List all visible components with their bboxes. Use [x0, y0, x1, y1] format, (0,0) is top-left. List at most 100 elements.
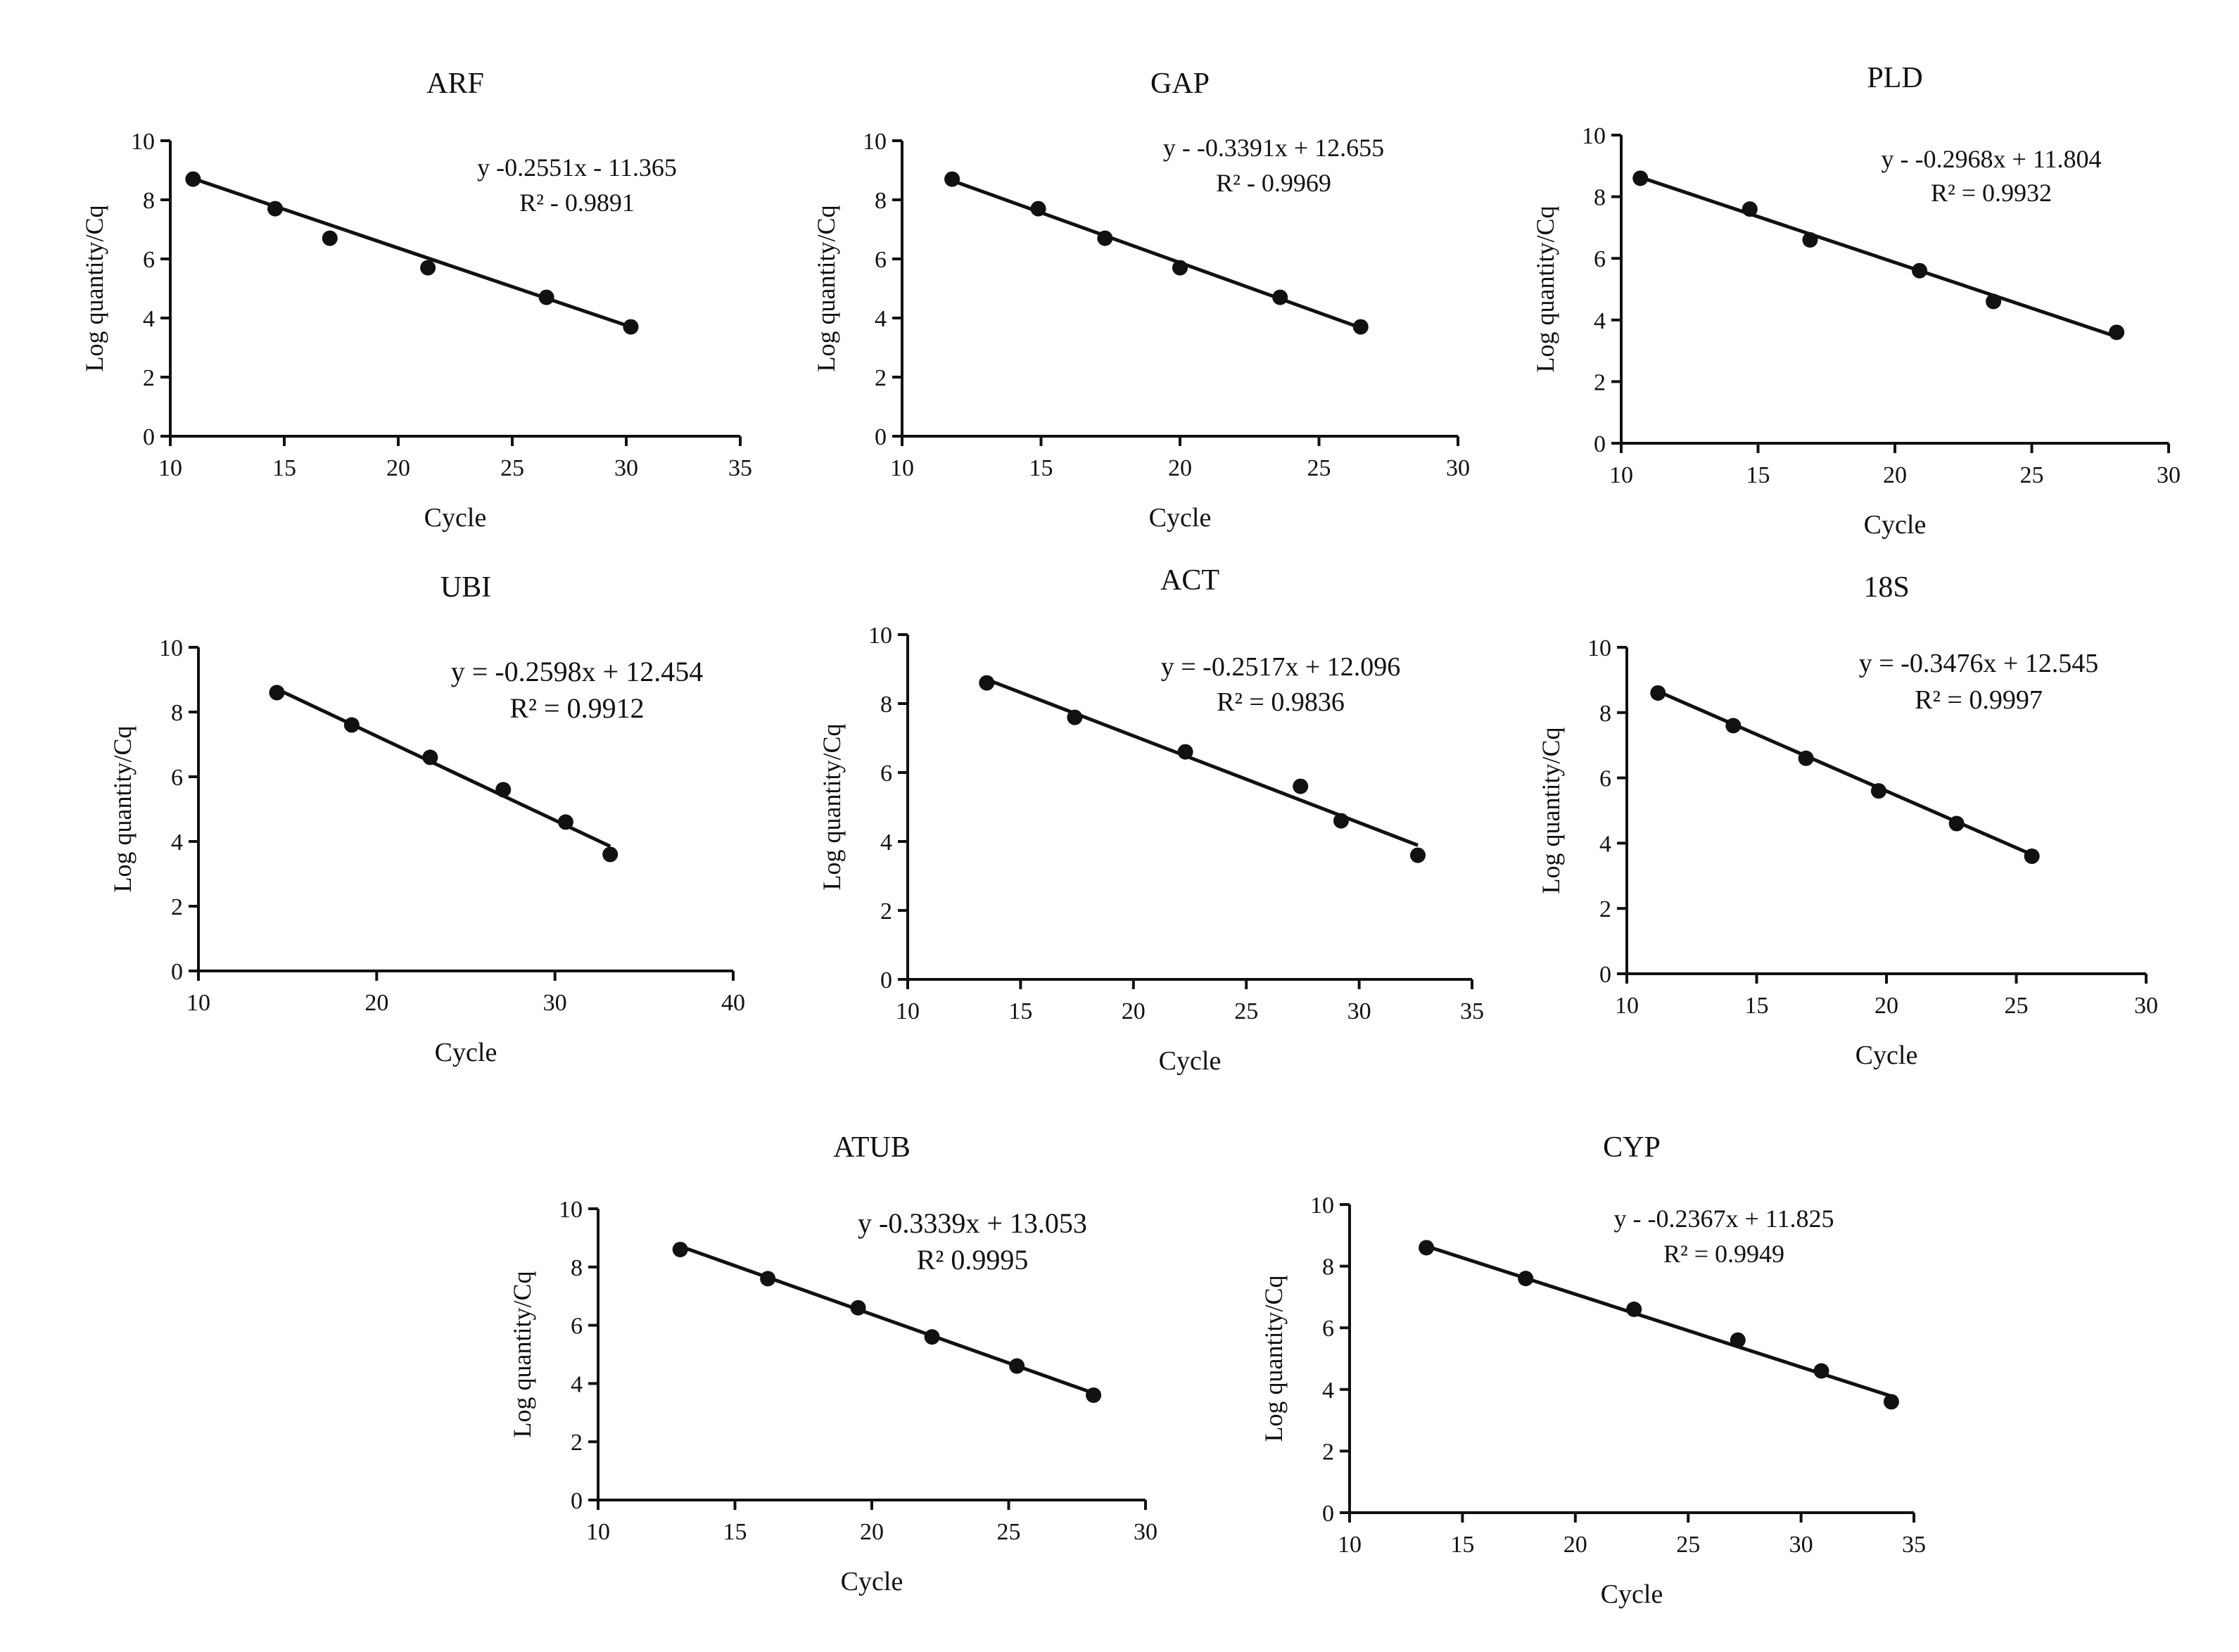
r-squared-label: R² = 0.9997	[1915, 685, 2043, 715]
x-tick-label: 30	[1347, 998, 1371, 1024]
y-tick-label: 8	[880, 692, 892, 718]
y-tick-label: 8	[1594, 185, 1606, 211]
x-tick-label: 20	[1875, 993, 1898, 1019]
x-axis-label: Cycle	[1149, 503, 1212, 533]
y-tick-label: 2	[1599, 896, 1611, 922]
x-tick-label: 20	[860, 1519, 884, 1545]
regression-equation: y = -0.2598x + 12.454	[451, 656, 703, 687]
data-point	[1518, 1271, 1534, 1287]
x-tick-label: 10	[890, 455, 914, 481]
r-squared-label: R² - 0.9969	[1216, 169, 1331, 197]
y-tick-label: 10	[1582, 123, 1606, 149]
data-point	[1272, 289, 1288, 305]
x-tick-label: 30	[614, 455, 638, 481]
x-tick-label: 15	[272, 455, 296, 481]
y-axis-label: Log quantity/Cq	[508, 1271, 536, 1438]
chart-arf: ARF 0 2 4 6 8 10 10 15 20 25 30 35 Cycle Log quantity/…	[80, 68, 752, 533]
y-axis-label: Log quantity/Cq	[1537, 727, 1565, 894]
chart-title: CYP	[1603, 1131, 1661, 1164]
x-tick-label: 25	[1234, 998, 1258, 1024]
regression-equation: y = -0.2517x + 12.096	[1161, 652, 1401, 682]
regression-equation: y - -0.3391x + 12.655	[1163, 134, 1384, 162]
y-tick-label: 8	[1322, 1254, 1334, 1281]
data-point	[322, 230, 338, 246]
data-point	[672, 1241, 688, 1257]
regression-equation: y - -0.2367x + 11.825	[1614, 1205, 1834, 1233]
x-tick-label: 30	[2157, 462, 2181, 488]
y-tick-label: 2	[1322, 1439, 1334, 1465]
trendline	[192, 177, 632, 329]
chart-pld: PLD 0 2 4 6 8 10 10 15 20 25 30 Cycle Log quantity/Cq…	[1531, 62, 2181, 540]
y-tick-label: 6	[571, 1314, 583, 1340]
trendline	[679, 1245, 1094, 1395]
y-tick-label: 4	[143, 306, 155, 332]
data-point	[420, 260, 436, 276]
y-tick-label: 8	[1599, 701, 1611, 727]
x-tick-label: 10	[1338, 1532, 1362, 1558]
x-tick-label: 35	[1902, 1532, 1926, 1558]
trendline	[986, 678, 1419, 847]
y-tick-label: 6	[1594, 246, 1606, 272]
y-tick-label: 6	[171, 765, 183, 791]
y-axis-label: Log quantity/Cq	[1260, 1276, 1288, 1442]
regression-equation: y - -0.2968x + 11.804	[1882, 145, 2102, 173]
data-point	[1067, 709, 1083, 725]
y-tick-label: 6	[875, 247, 887, 273]
y-tick-label: 0	[143, 424, 155, 450]
y-tick-label: 4	[1322, 1378, 1334, 1404]
y-tick-label: 10	[159, 635, 183, 661]
x-axis-label: Cycle	[424, 503, 487, 533]
chart-title: GAP	[1150, 68, 1210, 100]
x-tick-label: 20	[1122, 998, 1146, 1024]
x-tick-label: 35	[728, 455, 752, 481]
y-axis-label: Log quantity/Cq	[80, 205, 108, 372]
data-point	[1870, 783, 1886, 799]
data-point	[1626, 1301, 1642, 1317]
data-point	[1986, 293, 2002, 310]
r-squared-label: R² - 0.9891	[519, 189, 635, 217]
y-tick-label: 2	[571, 1430, 583, 1456]
x-tick-label: 10	[158, 455, 182, 481]
x-tick-label: 25	[500, 455, 524, 481]
y-tick-label: 6	[1599, 766, 1611, 792]
y-tick-label: 0	[1594, 431, 1606, 457]
trendline	[1639, 175, 2117, 338]
y-tick-label: 6	[1322, 1316, 1334, 1342]
x-tick-label: 10	[1609, 462, 1633, 488]
x-tick-label: 10	[586, 1519, 610, 1545]
r-squared-label: R² 0.9995	[917, 1244, 1029, 1276]
data-point	[979, 675, 995, 691]
y-tick-label: 10	[868, 623, 892, 649]
y-tick-label: 2	[1594, 369, 1606, 395]
y-tick-label: 0	[571, 1488, 583, 1514]
regression-equation: y -0.2551x - 11.365	[477, 153, 677, 182]
y-tick-label: 0	[875, 424, 887, 450]
x-axis-label: Cycle	[1159, 1046, 1222, 1076]
data-point	[1742, 201, 1758, 217]
trendline	[951, 179, 1362, 330]
x-tick-label: 30	[1446, 455, 1470, 481]
x-tick-label: 25	[1676, 1532, 1700, 1558]
y-tick-label: 6	[143, 247, 155, 273]
data-point	[1650, 685, 1666, 701]
data-point	[1097, 230, 1113, 246]
data-point	[422, 749, 438, 765]
chart-ubi: UBI 0 2 4 6 8 10 10 20 30 40 Cycle Log quantity/Cq y …	[108, 571, 745, 1067]
x-axis-label: Cycle	[435, 1038, 497, 1067]
data-point	[1813, 1363, 1829, 1379]
y-tick-label: 10	[131, 129, 155, 155]
x-tick-label: 25	[1307, 455, 1331, 481]
chart-title: UBI	[440, 571, 491, 604]
data-point	[557, 814, 573, 830]
r-squared-label: R² = 0.9836	[1217, 687, 1345, 717]
data-point	[1293, 778, 1309, 794]
data-point	[1352, 319, 1369, 335]
data-point	[623, 319, 639, 335]
data-point	[850, 1300, 866, 1316]
y-tick-label: 10	[559, 1197, 583, 1223]
data-point	[1725, 718, 1742, 734]
data-point	[1009, 1358, 1025, 1374]
data-point	[1419, 1240, 1435, 1256]
x-tick-label: 15	[1450, 1532, 1474, 1558]
chart-gap: GAP 0 2 4 6 8 10 10 15 20 25 30 Cycle Log quantity/Cq…	[812, 68, 1470, 533]
